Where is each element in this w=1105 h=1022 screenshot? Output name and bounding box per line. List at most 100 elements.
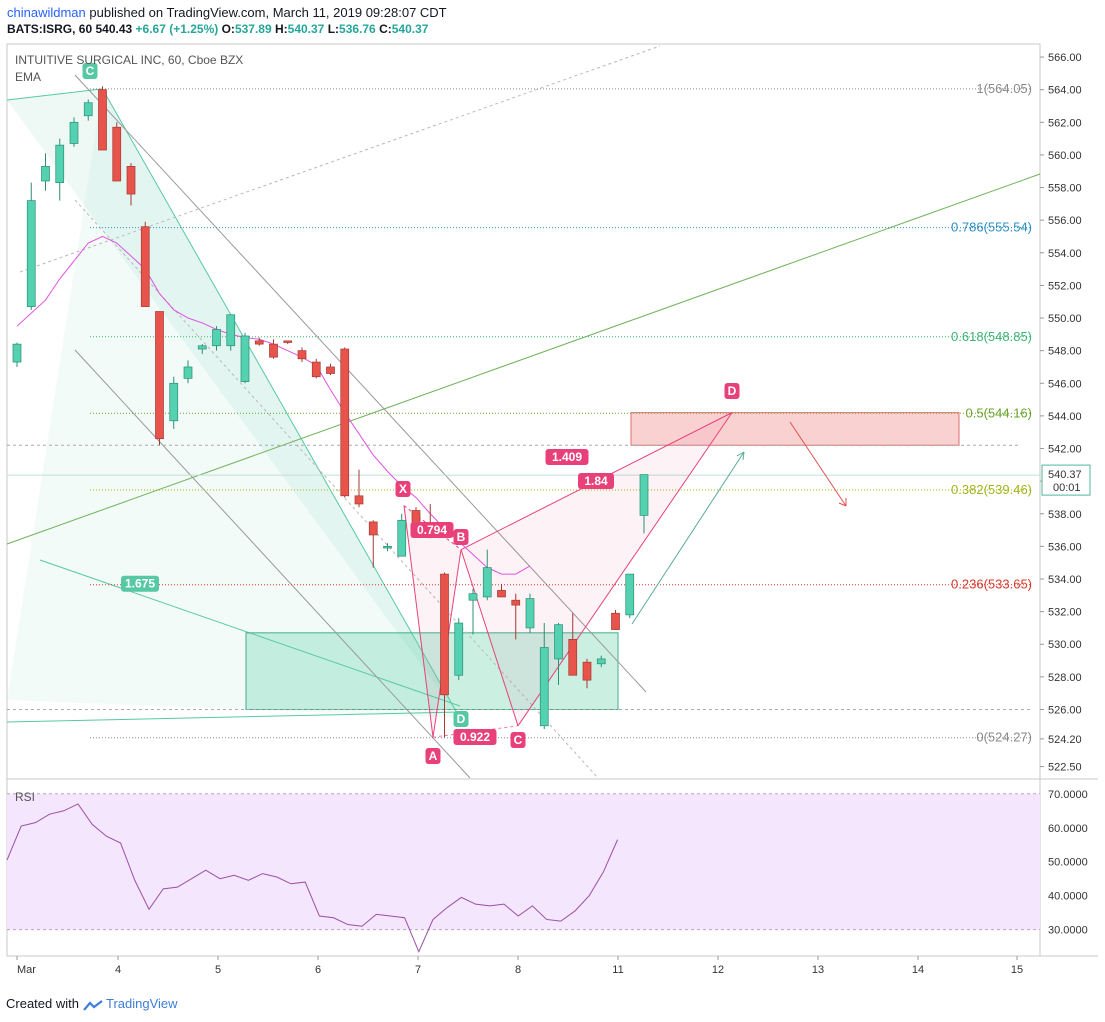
down-arrow-icon — [838, 498, 847, 507]
pink-point-a-bg — [425, 748, 441, 764]
candle-body — [625, 573, 635, 616]
candle-9 — [140, 221, 150, 307]
price-tick-1: 564.00 — [1048, 85, 1082, 97]
candle-body — [368, 521, 378, 536]
candle-6 — [98, 86, 107, 151]
candle-11 — [169, 376, 179, 429]
close-label: C: — [379, 22, 392, 36]
candle-41 — [596, 655, 606, 668]
trend-line-dotted-2 — [74, 199, 599, 779]
author-link[interactable]: chinawildman — [7, 5, 86, 20]
candle-27 — [397, 513, 407, 557]
price-tick-2: 562.00 — [1048, 117, 1082, 129]
price-tick-21: 524.20 — [1048, 734, 1082, 746]
rsi-tick-4: 30.0000 — [1048, 925, 1088, 937]
rsi-legend[interactable]: RSI — [15, 790, 36, 804]
candle-40 — [582, 658, 592, 689]
chart-legend: INTUITIVE SURGICAL INC, 60, Cboe BZX EMA — [15, 53, 243, 87]
candle-body — [269, 343, 278, 358]
time-tick-1: 4 — [115, 964, 121, 976]
tradingview-logo-icon[interactable] — [82, 999, 103, 1011]
price-tick-20: 526.00 — [1048, 704, 1082, 716]
candle-19 — [283, 340, 293, 345]
pink-ratio-ac-bg — [453, 729, 497, 745]
footer: Created with TradingView — [6, 996, 178, 1011]
candle-5 — [83, 99, 93, 121]
symbol-title[interactable]: INTUITIVE SURGICAL INC, 60, Cboe BZX — [15, 53, 244, 67]
ema-legend[interactable]: EMA — [15, 70, 42, 84]
pink-leg-XA — [403, 505, 434, 738]
rsi-tick-3: 40.0000 — [1048, 891, 1088, 903]
candle-18 — [269, 339, 278, 359]
green-cd-leg — [102, 88, 461, 719]
down-arrow-line — [789, 421, 847, 507]
candle-body — [112, 126, 122, 182]
price-tick-22: 522.50 — [1048, 762, 1082, 774]
rsi-line — [6, 803, 619, 953]
price-tick-15: 536.00 — [1048, 541, 1082, 553]
candle-body — [468, 593, 478, 601]
candle-body — [12, 343, 22, 363]
time-tick-2: 5 — [215, 964, 221, 976]
candle-7 — [112, 122, 122, 182]
time-tick-7: 12 — [712, 964, 724, 976]
time-tick-3: 6 — [315, 964, 321, 976]
price-tick-3: 560.00 — [1048, 150, 1082, 162]
time-tick-10: 15 — [1011, 964, 1023, 976]
last-price-badge — [1041, 464, 1091, 496]
green-xc-leg — [6, 88, 103, 101]
candle-body — [69, 121, 79, 144]
candle-body — [140, 226, 150, 307]
candle-body — [297, 350, 307, 360]
candle-body — [283, 340, 293, 343]
fib-label-5: 0.236(533.65) — [951, 577, 1032, 592]
green-base-leg — [6, 711, 461, 723]
candle-39 — [568, 613, 578, 676]
time-tick-6: 11 — [612, 964, 623, 976]
candle-13 — [197, 344, 207, 354]
candle-33 — [482, 549, 492, 601]
last-price-tag: 540.37 — [1048, 469, 1082, 481]
candle-body — [440, 573, 449, 696]
price-tick-9: 548.00 — [1048, 346, 1082, 358]
candle-2 — [41, 153, 50, 191]
candle-8 — [126, 163, 136, 206]
fib-label-2: 0.618(548.85) — [951, 329, 1032, 344]
candle-body — [639, 474, 649, 516]
price-tick-6: 554.00 — [1048, 248, 1082, 260]
tradingview-brand[interactable]: TradingView — [106, 996, 178, 1011]
ohlc-bar: BATS:ISRG, 60 540.43 +6.67 (+1.25%) O:53… — [7, 22, 428, 36]
green-point-d-bg — [453, 711, 469, 727]
candle-body — [383, 546, 392, 549]
change-value: +6.67 (+1.25%) — [135, 22, 219, 36]
candle-body — [41, 165, 50, 182]
pink-ratio-bd: 1.84 — [584, 474, 608, 488]
time-tick-4: 7 — [415, 964, 421, 976]
symbol-label: BATS:ISRG, 60 — [7, 22, 93, 36]
price-tick-0: 566.00 — [1048, 52, 1082, 64]
channel-line-lower — [74, 349, 471, 779]
rsi-tick-0: 70.0000 — [1048, 789, 1088, 801]
candle-3 — [55, 138, 65, 201]
candle-44 — [639, 474, 649, 534]
pink-ratio-xd: 1.409 — [552, 450, 582, 464]
price-tick-18: 530.00 — [1048, 639, 1082, 651]
candle-body — [26, 200, 36, 307]
candle-body — [511, 599, 521, 606]
pink-bcd-fill — [461, 412, 732, 726]
price-tick-12: 542.00 — [1048, 444, 1082, 456]
candle-body — [497, 590, 506, 598]
candle-34 — [497, 583, 506, 598]
pink-ratio-xb: 0.794 — [417, 523, 447, 537]
candle-16 — [240, 332, 250, 384]
candle-body — [55, 144, 65, 183]
candle-body — [169, 382, 179, 422]
publish-info: chinawildman published on TradingView.co… — [7, 5, 447, 20]
candle-body — [197, 345, 207, 350]
price-tick-14: 538.00 — [1048, 509, 1082, 521]
green-point-c: C — [86, 64, 95, 78]
candle-4 — [69, 117, 79, 147]
candle-0 — [12, 342, 22, 367]
pink-point-b: B — [457, 530, 466, 544]
